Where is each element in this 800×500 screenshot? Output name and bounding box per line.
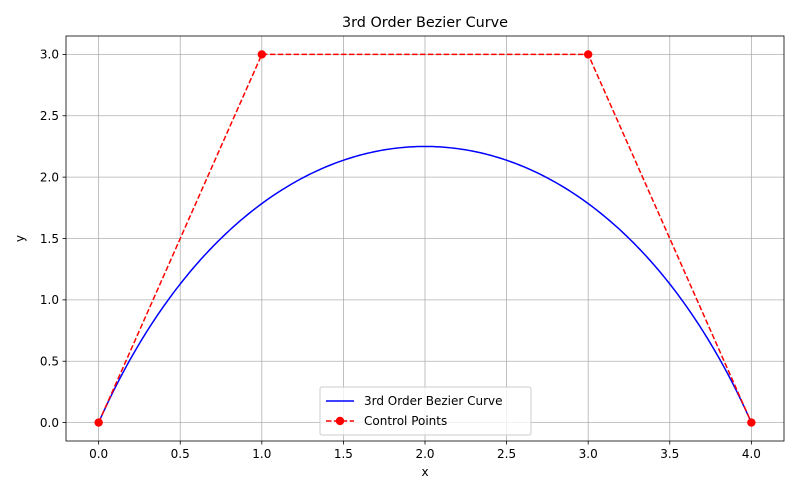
x-tick-label: 2.5	[497, 447, 516, 461]
series-layer	[94, 50, 756, 427]
chart-title: 3rd Order Bezier Curve	[342, 15, 508, 31]
y-tick-label: 2.5	[40, 109, 59, 123]
control-point-marker	[747, 418, 756, 427]
control-point-marker	[94, 418, 103, 427]
y-axis-label: y	[13, 235, 27, 242]
legend-marker-control-points	[335, 416, 345, 426]
x-tick-label: 2.0	[415, 447, 434, 461]
y-tick-label: 1.0	[40, 293, 59, 307]
control-polygon-line	[97, 53, 753, 423]
y-tick-label: 3.0	[40, 48, 59, 62]
legend: 3rd Order Bezier Curve Control Points	[319, 386, 532, 436]
legend-label-control-points: Control Points	[364, 414, 447, 428]
bezier-curve-line	[97, 145, 753, 423]
x-tick-label: 1.0	[252, 447, 271, 461]
control-point-marker	[583, 50, 593, 59]
y-tick-label: 2.0	[40, 170, 59, 184]
x-tick-label: 0.5	[171, 447, 190, 461]
x-tick-label: 0.0	[89, 447, 108, 461]
tick-layer: 0.0 0.5 1.0 1.5 2.0 2.5 3.0 3.5 4.0 0.0 0.5 1.0 1.5 2…	[40, 48, 761, 461]
x-tick-label: 4.0	[742, 447, 761, 461]
x-axis-label: x	[421, 465, 428, 479]
x-tick-label: 3.5	[660, 447, 679, 461]
control-point-marker	[257, 50, 267, 59]
x-tick-label: 1.5	[334, 447, 353, 461]
x-tick-label: 3.0	[579, 447, 598, 461]
y-tick-label: 0.5	[40, 355, 59, 369]
legend-box	[319, 386, 532, 436]
y-tick-label: 0.0	[40, 416, 59, 430]
y-tick-label: 1.5	[40, 232, 59, 246]
legend-label-bezier: 3rd Order Bezier Curve	[364, 394, 503, 408]
